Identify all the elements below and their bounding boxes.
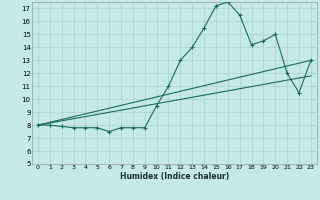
X-axis label: Humidex (Indice chaleur): Humidex (Indice chaleur) <box>120 172 229 181</box>
